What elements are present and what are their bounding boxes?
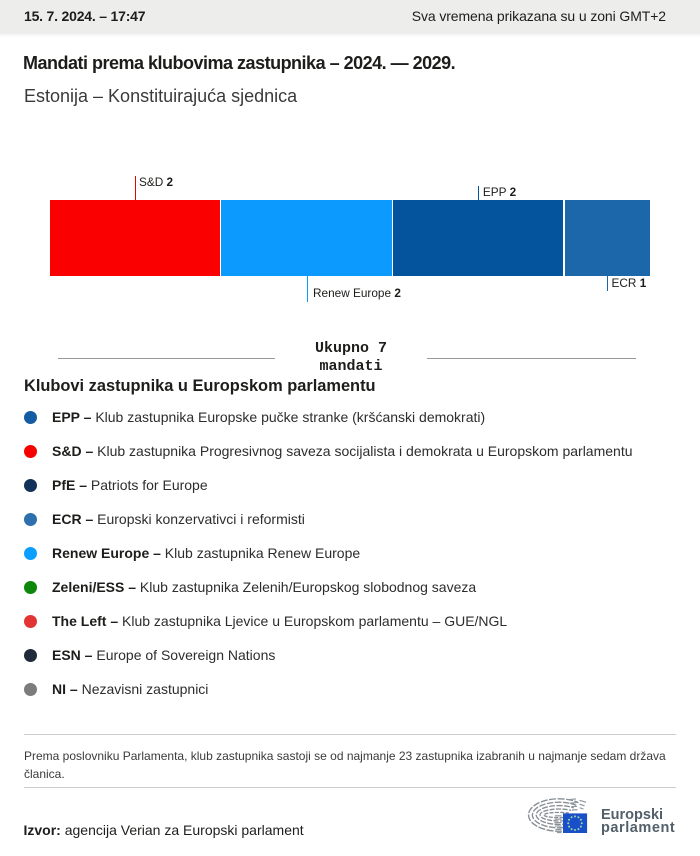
svg-text:parlament: parlament xyxy=(601,820,675,836)
svg-text:Europski: Europski xyxy=(601,807,663,823)
